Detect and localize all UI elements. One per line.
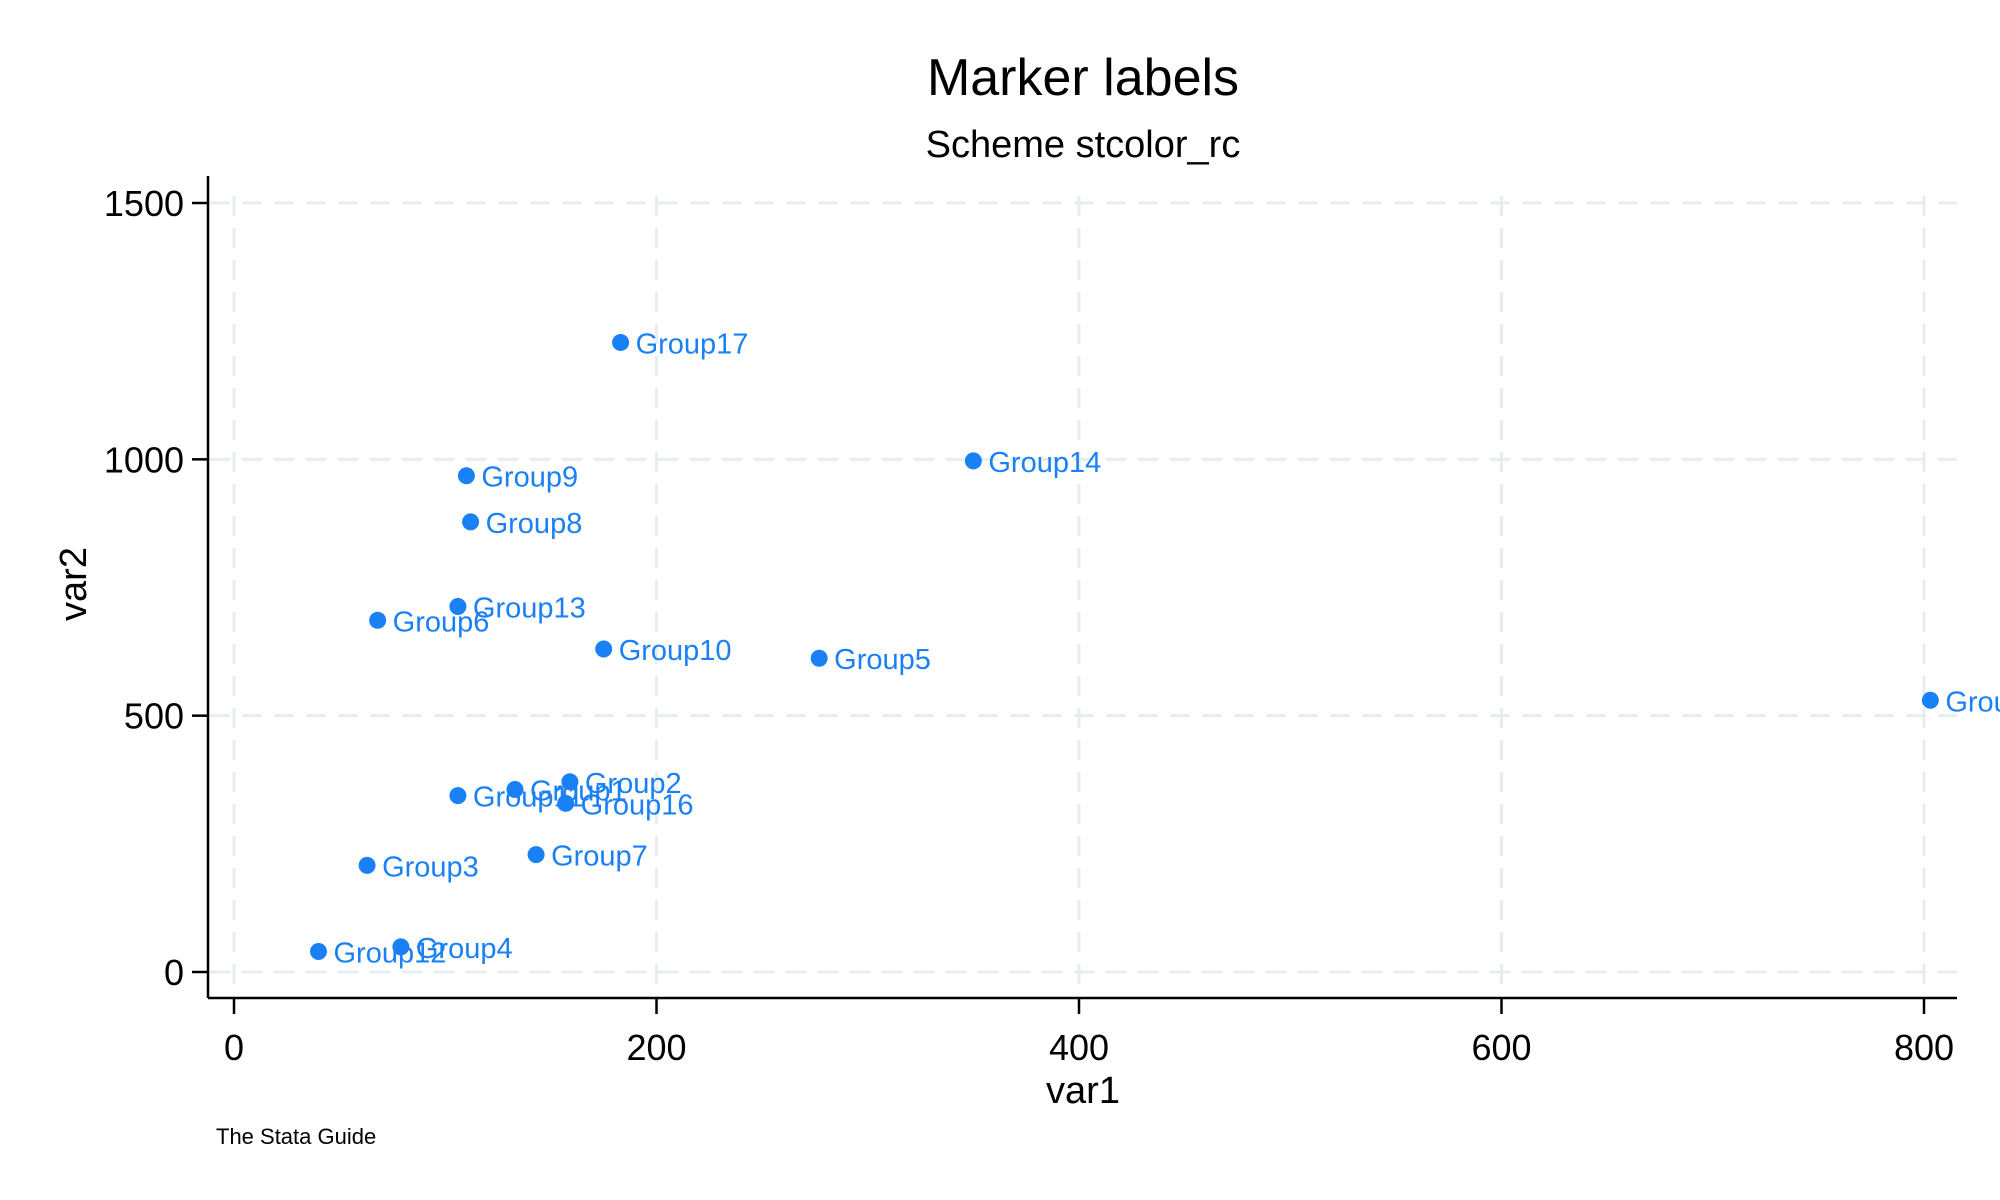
chart-subtitle: Scheme stcolor_rc xyxy=(926,124,1241,166)
marker-label: Group14 xyxy=(988,447,1101,479)
scatter-point-group7: Group7 xyxy=(527,841,648,873)
x-tick-label: 400 xyxy=(1049,1027,1109,1068)
scatter-point-group8: Group8 xyxy=(462,508,582,540)
marker-label: Group16 xyxy=(581,789,694,821)
marker-label: Group5 xyxy=(834,644,931,676)
chart-title: Marker labels xyxy=(927,49,1239,107)
marker xyxy=(449,787,467,805)
marker xyxy=(506,780,524,798)
marker xyxy=(810,649,828,667)
scatter-point-group16: Group16 xyxy=(557,789,694,821)
scatter-point-group3: Group3 xyxy=(358,851,479,883)
y-tick-label: 0 xyxy=(164,952,184,993)
marker-label: Group9 xyxy=(481,462,578,494)
chart-note: The Stata Guide xyxy=(216,1124,376,1149)
scatter-point-group9: Group9 xyxy=(457,462,578,494)
marker-label: Group4 xyxy=(416,933,513,965)
y-axis-title: var2 xyxy=(53,547,95,621)
marker-label: Group6 xyxy=(393,606,490,638)
marker xyxy=(462,513,480,531)
scatter-point-group6: Group6 xyxy=(369,606,489,638)
marker-label: Group17 xyxy=(636,328,749,360)
scatter-point-group4: Group4 xyxy=(392,933,513,965)
marker-label: Group7 xyxy=(551,841,648,873)
marker-label: Group10 xyxy=(619,635,732,667)
x-tick-label: 200 xyxy=(626,1027,686,1068)
y-tick-label: 500 xyxy=(124,696,184,737)
marker xyxy=(612,333,630,351)
y-tick-label: 1500 xyxy=(104,183,184,224)
scatter-point-group12: Group12 xyxy=(310,937,446,969)
scatter-point-group2: Group2 xyxy=(561,768,682,800)
scatter-point-group15: Group15 xyxy=(1921,686,2000,718)
marker xyxy=(527,846,545,864)
marker xyxy=(1921,691,1939,709)
marker-label: Group12 xyxy=(334,937,447,969)
x-tick-label: 600 xyxy=(1471,1027,1531,1068)
scatter-point-group17: Group17 xyxy=(612,328,748,360)
marker xyxy=(557,794,575,812)
marker-label: Group13 xyxy=(473,592,586,624)
marker xyxy=(449,597,467,615)
marker xyxy=(457,467,475,485)
marker-label: Group1 xyxy=(530,775,627,807)
marker-label: Group3 xyxy=(382,851,479,883)
marker xyxy=(392,938,410,956)
grid xyxy=(210,196,1957,996)
scatter-point-group5: Group5 xyxy=(810,644,931,676)
marker xyxy=(964,452,982,470)
marker xyxy=(358,856,376,874)
scatter-point-group1: Group1 xyxy=(506,775,627,807)
marker xyxy=(595,640,613,658)
marker xyxy=(561,773,579,791)
marker-label: Group2 xyxy=(585,768,682,800)
marker-label: Group8 xyxy=(486,508,583,540)
x-axis-title: var1 xyxy=(1046,1070,1120,1112)
marker xyxy=(310,942,327,960)
scatter-point-group10: Group10 xyxy=(595,635,732,667)
y-tick-label: 1000 xyxy=(104,439,184,480)
x-tick-label: 0 xyxy=(224,1027,244,1068)
x-tick-label: 800 xyxy=(1894,1027,1954,1068)
scatter-point-group14: Group14 xyxy=(964,447,1101,479)
marker xyxy=(369,611,387,629)
marker-label: Group15 xyxy=(1945,686,2000,718)
scatter-point-group13: Group13 xyxy=(449,592,586,624)
axes: 0 200 400 600 800 0 500 1000 1500 xyxy=(104,176,1957,1068)
